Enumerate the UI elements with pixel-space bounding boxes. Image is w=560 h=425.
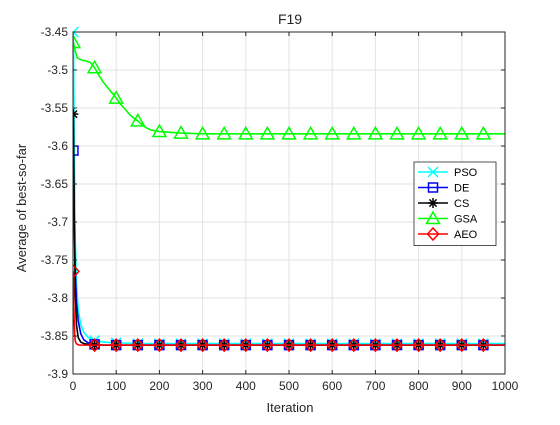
legend-marker-aeo <box>426 226 440 242</box>
data-point-gsa <box>173 125 189 139</box>
data-point-aeo <box>476 338 490 353</box>
y-tick-label: -3.6 <box>47 139 68 153</box>
x-tick-label: 400 <box>236 379 256 393</box>
legend-marker-pso <box>427 166 439 178</box>
x-tick-label: 1000 <box>492 379 519 393</box>
x-tick-label: 200 <box>149 379 169 393</box>
legend-label-cs: CS <box>454 198 469 210</box>
data-point-aeo <box>88 338 102 353</box>
data-point-gsa <box>194 125 211 140</box>
legend-marker-de <box>427 182 439 193</box>
data-point-aeo <box>174 338 188 353</box>
legend-item-cs: CS <box>418 198 469 210</box>
legend-marker-cs <box>428 198 438 208</box>
data-point-aeo <box>412 338 426 353</box>
x-tick-label: 100 <box>106 379 126 393</box>
data-point-gsa <box>281 125 297 140</box>
data-point-gsa <box>324 125 340 140</box>
data-point-aeo <box>455 338 469 353</box>
legend-item-aeo: AEO <box>418 226 478 242</box>
y-tick-label: -3.7 <box>47 215 68 229</box>
y-tick-label: -3.65 <box>41 177 69 191</box>
data-point-aeo <box>196 338 210 353</box>
data-point-gsa <box>346 125 362 140</box>
data-point-aeo <box>347 338 361 353</box>
legend: PSO DE CS GSA AEO <box>413 161 497 246</box>
axes: 0 100 200 300 400 500 600 700 800 900 1000 -3.45 -3.… <box>41 25 519 393</box>
y-axis-label: Average of best-so-far <box>14 143 29 272</box>
data-point-gsa <box>216 125 232 140</box>
y-tick-label: -3.55 <box>41 101 69 115</box>
legend-item-gsa: GSA <box>418 210 478 226</box>
x-tick-label: 500 <box>279 379 299 393</box>
y-tick-label: -3.8 <box>47 291 68 305</box>
data-point-gsa <box>238 125 254 140</box>
series-layer <box>73 26 505 353</box>
legend-item-de: DE <box>418 182 469 195</box>
marker-stroke <box>428 198 438 208</box>
legend-label-pso: PSO <box>454 167 478 179</box>
y-tick-label: -3.5 <box>47 63 68 77</box>
legend-label-gsa: GSA <box>454 214 478 226</box>
series-line-aeo <box>73 271 505 346</box>
data-point-aeo <box>239 338 253 353</box>
data-point-aeo <box>390 338 404 353</box>
data-point-gsa <box>86 59 103 74</box>
data-point-gsa <box>475 125 492 140</box>
chart-title: F19 <box>278 11 302 27</box>
data-point-aeo <box>282 338 296 353</box>
data-point-gsa <box>367 125 384 140</box>
data-point-gsa <box>302 125 319 140</box>
x-axis-label: Iteration <box>267 400 314 415</box>
data-point-gsa <box>108 90 124 104</box>
data-point-gsa <box>151 123 168 138</box>
x-tick-label: 800 <box>409 379 429 393</box>
data-point-aeo <box>152 338 166 353</box>
data-point-gsa <box>389 125 405 140</box>
data-point-aeo <box>368 338 382 353</box>
data-point-aeo <box>109 338 123 353</box>
legend-marker-gsa <box>425 210 441 225</box>
y-tick-label: -3.45 <box>41 25 69 39</box>
data-point-aeo <box>433 338 447 353</box>
x-tick-label: 900 <box>452 379 472 393</box>
data-point-aeo <box>131 338 145 353</box>
y-tick-label: -3.9 <box>47 367 68 381</box>
data-point-aeo <box>260 338 274 353</box>
data-point-aeo <box>304 338 318 353</box>
data-point-gsa <box>259 125 276 140</box>
data-point-gsa <box>130 112 146 127</box>
y-tick-label: -3.85 <box>41 329 69 343</box>
data-point-aeo <box>325 338 339 353</box>
data-point-gsa <box>432 125 448 140</box>
x-tick-label: 700 <box>365 379 385 393</box>
series-gsa <box>73 34 505 140</box>
y-tick-label: -3.75 <box>41 253 69 267</box>
data-point-aeo <box>217 338 231 353</box>
legend-label-aeo: AEO <box>454 229 478 241</box>
x-tick-label: 300 <box>193 379 213 393</box>
x-tick-label: 0 <box>70 379 77 393</box>
data-point-gsa <box>454 125 470 140</box>
series-aeo <box>73 264 505 353</box>
x-tick-label: 600 <box>322 379 342 393</box>
marker-stroke <box>427 166 439 178</box>
legend-label-de: DE <box>454 183 469 195</box>
series-line-gsa <box>73 42 505 135</box>
data-point-gsa <box>410 125 427 140</box>
legend-item-pso: PSO <box>418 166 478 179</box>
